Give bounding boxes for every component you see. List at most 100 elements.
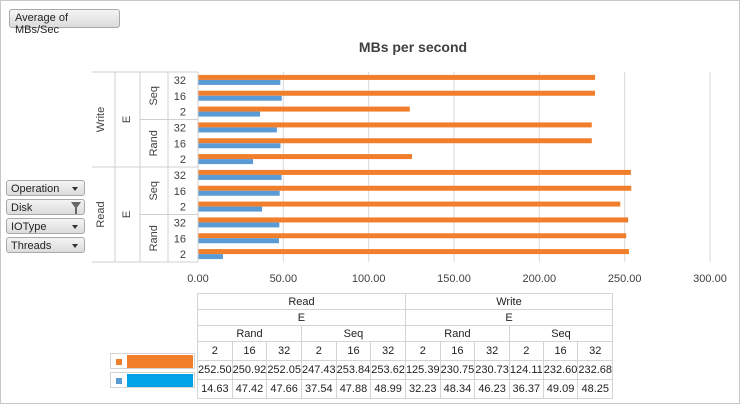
- table-header-threads: 32: [474, 341, 510, 361]
- dropdown-arrow-icon: [72, 225, 78, 229]
- table-cell: 253.84: [335, 360, 372, 380]
- bar: [198, 95, 282, 101]
- table-header-threads: 2: [197, 341, 233, 361]
- bar: [198, 249, 629, 255]
- bar: [198, 190, 280, 196]
- table-header-disk: E: [404, 309, 614, 326]
- table-cell: 32.23: [404, 379, 441, 399]
- bar: [198, 143, 281, 149]
- operation-label: Write: [95, 107, 107, 132]
- table-cell: 252.05: [266, 360, 302, 380]
- threads-label: 2: [180, 154, 186, 166]
- legend-swatch: [116, 378, 122, 384]
- legend-key-series-1: [110, 353, 195, 369]
- bar: [198, 238, 279, 244]
- bar: [198, 122, 592, 128]
- bar: [198, 174, 282, 180]
- chart-title: MBs per second: [359, 39, 467, 55]
- iotype-label: Rand: [148, 130, 160, 156]
- threads-label: 32: [174, 122, 186, 134]
- value-field-button[interactable]: Average of MBs/Sec: [9, 9, 120, 36]
- table-header-threads: 32: [266, 341, 302, 361]
- legend-key-series-2: [110, 372, 195, 388]
- x-tick-label: 250.00: [608, 273, 642, 285]
- bar: [198, 169, 631, 175]
- operation-label: Read: [95, 201, 107, 227]
- legend-bar: [127, 355, 193, 368]
- x-tick-label: 50.00: [270, 273, 298, 285]
- filter-icon: [71, 202, 81, 214]
- bar: [198, 222, 280, 228]
- disk-field-label: Disk: [11, 202, 33, 214]
- threads-label: 32: [174, 170, 186, 182]
- threads-field-button[interactable]: Threads: [6, 237, 85, 253]
- table-cell: 48.25: [577, 379, 614, 399]
- iotype-field-button[interactable]: IOType: [6, 218, 85, 234]
- bar: [198, 111, 261, 117]
- table-header-threads: 16: [231, 341, 268, 361]
- table-cell: 230.73: [474, 360, 510, 380]
- iotype-label: Seq: [148, 181, 160, 201]
- bar: [198, 217, 629, 223]
- bar: [198, 79, 281, 85]
- bar: [198, 185, 632, 191]
- table-header-threads: 2: [508, 341, 544, 361]
- table-header-iotype: Seq: [508, 325, 614, 342]
- x-tick-label: 200.00: [523, 273, 557, 285]
- table-cell: 48.34: [439, 379, 476, 399]
- threads-label: 2: [180, 249, 186, 261]
- x-tick-label: 300.00: [693, 273, 727, 285]
- bar: [198, 254, 223, 260]
- data-table: Read Write E E Rand Seq Rand Seq 2 16 32 2 1…: [197, 293, 614, 399]
- threads-label: 32: [174, 75, 186, 87]
- x-tick-label: 0.00: [187, 273, 208, 285]
- bar: [198, 159, 254, 165]
- table-cell: 49.09: [542, 379, 579, 399]
- threads-label: 32: [174, 217, 186, 229]
- legend-swatch: [116, 359, 122, 365]
- table-cell: 47.66: [266, 379, 302, 399]
- bar: [198, 154, 412, 160]
- threads-label: 2: [180, 202, 186, 214]
- table-header-operation: Write: [404, 293, 614, 310]
- table-header-iotype: Rand: [197, 325, 302, 342]
- operation-field-button[interactable]: Operation: [6, 180, 85, 196]
- table-cell: 232.68: [577, 360, 614, 380]
- iotype-label: Rand: [148, 225, 160, 251]
- bar: [198, 138, 592, 144]
- dropdown-arrow-icon: [72, 244, 78, 248]
- table-cell: 230.75: [439, 360, 476, 380]
- table-header-threads: 16: [542, 341, 579, 361]
- table-header-iotype: Rand: [404, 325, 510, 342]
- disk-field-button[interactable]: Disk: [6, 199, 85, 215]
- dropdown-arrow-icon: [72, 187, 78, 191]
- x-tick-label: 150.00: [437, 273, 471, 285]
- threads-label: 16: [174, 186, 186, 198]
- bar: [198, 206, 263, 212]
- table-header-iotype: Seq: [300, 325, 406, 342]
- table-cell: 37.54: [300, 379, 337, 399]
- disk-label: E: [121, 211, 133, 218]
- iotype-label: Seq: [148, 86, 160, 106]
- bar: [198, 127, 277, 133]
- table-header-threads: 2: [300, 341, 337, 361]
- threads-label: 16: [174, 138, 186, 150]
- table-cell: 47.88: [335, 379, 372, 399]
- table-cell: 253.62: [370, 360, 406, 380]
- bar: [198, 201, 621, 207]
- threads-label: 2: [180, 107, 186, 119]
- table-cell: 250.92: [231, 360, 268, 380]
- table-cell: 252.50: [197, 360, 233, 380]
- table-header-threads: 2: [404, 341, 441, 361]
- table-cell: 232.60: [542, 360, 579, 380]
- threads-field-label: Threads: [11, 240, 52, 252]
- table-cell: 47.42: [231, 379, 268, 399]
- table-header-threads: 32: [370, 341, 406, 361]
- bar-chart: MBs per second 0.00 50.00 100.00 150.00 200.0…: [92, 39, 727, 285]
- iotype-field-label: IOType: [11, 221, 47, 233]
- bar: [198, 90, 595, 96]
- bar: [198, 106, 410, 112]
- table-header-threads: 16: [439, 341, 476, 361]
- table-cell: 124.11: [508, 360, 544, 380]
